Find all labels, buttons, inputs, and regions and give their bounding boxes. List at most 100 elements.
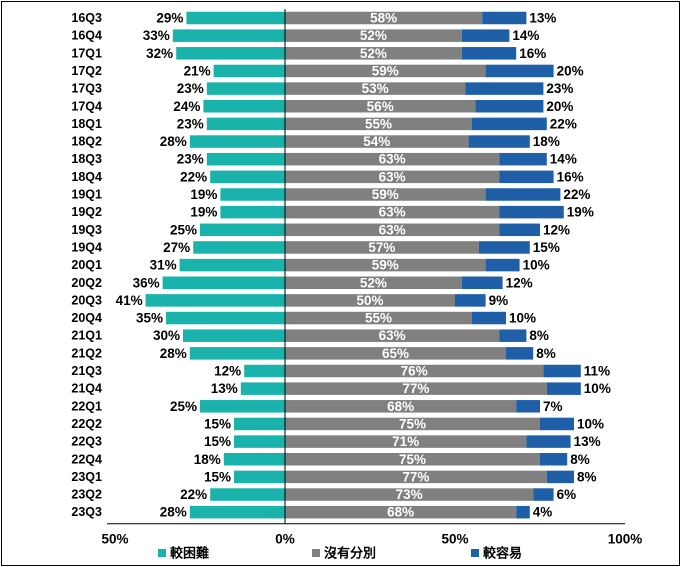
bar-no-difference [285, 82, 466, 95]
legend-swatch [312, 549, 320, 557]
data-label-no-difference: 75% [399, 452, 426, 467]
bar-easier [455, 294, 486, 307]
category-label: 18Q1 [71, 117, 102, 131]
bar-no-difference [285, 470, 547, 484]
bar-harder [206, 82, 285, 95]
bar-harder [210, 170, 285, 184]
bar-easier [465, 82, 544, 95]
category-label: 19Q4 [71, 240, 102, 254]
bar-easier [499, 223, 540, 237]
data-label-no-difference: 68% [387, 399, 414, 414]
data-label-harder: 19% [190, 205, 217, 220]
bar-no-difference [285, 258, 486, 272]
category-label: 20Q3 [71, 293, 102, 307]
data-label-harder: 28% [160, 346, 187, 361]
category-label: 22Q1 [71, 399, 102, 413]
data-label-harder: 28% [160, 134, 187, 149]
category-label: 22Q4 [71, 452, 102, 466]
bar-harder [240, 382, 285, 395]
bar-easier [546, 382, 581, 395]
category-label: 20Q4 [71, 311, 102, 325]
data-label-easier: 6% [557, 487, 577, 502]
data-label-no-difference: 71% [392, 434, 419, 449]
data-label-harder: 35% [136, 311, 163, 326]
data-label-harder: 15% [204, 469, 231, 484]
data-label-harder: 23% [177, 152, 204, 167]
x-tick-label: 50% [101, 532, 128, 547]
data-label-harder: 25% [170, 222, 197, 237]
category-label: 17Q3 [71, 82, 102, 96]
bar-harder [189, 135, 285, 148]
data-label-no-difference: 55% [365, 116, 392, 131]
category-label: 21Q1 [71, 329, 102, 343]
data-label-easier: 10% [523, 258, 550, 273]
x-tick-label: 100% [608, 532, 643, 547]
bar-no-difference [285, 188, 486, 201]
category-label: 18Q3 [71, 152, 102, 166]
bar-no-difference [285, 329, 500, 342]
category-label: 23Q2 [71, 488, 102, 502]
bar-harder [189, 347, 285, 360]
data-label-no-difference: 55% [365, 311, 392, 326]
category-label: 20Q1 [71, 258, 102, 272]
bar-no-difference [285, 417, 540, 431]
bar-easier [468, 135, 530, 148]
data-label-easier: 13% [574, 434, 601, 449]
data-label-harder: 29% [156, 11, 183, 26]
data-label-easier: 14% [512, 28, 539, 43]
bar-easier [485, 64, 554, 78]
data-label-easier: 12% [506, 275, 533, 290]
data-label-easier: 10% [584, 381, 611, 396]
bar-no-difference [285, 276, 462, 289]
bar-no-difference [285, 382, 547, 395]
bar-no-difference [285, 170, 500, 184]
data-label-no-difference: 75% [399, 416, 426, 431]
data-label-easier: 19% [567, 205, 594, 220]
category-label: 21Q2 [71, 346, 102, 360]
category-label: 21Q3 [71, 364, 102, 378]
data-label-no-difference: 59% [372, 63, 399, 78]
bar-harder [223, 453, 285, 466]
data-label-easier: 20% [546, 99, 573, 114]
category-label: 20Q2 [71, 276, 102, 290]
data-label-no-difference: 63% [379, 152, 406, 167]
data-label-easier: 8% [529, 328, 549, 343]
data-label-no-difference: 52% [360, 275, 387, 290]
data-label-easier: 18% [533, 134, 560, 149]
category-label: 19Q2 [71, 205, 102, 219]
bar-harder [244, 364, 285, 378]
data-label-easier: 10% [509, 311, 536, 326]
legend-label: 沒有分別 [324, 546, 376, 561]
category-label: 18Q2 [71, 135, 102, 149]
bar-harder [206, 117, 285, 131]
category-label: 22Q2 [71, 417, 102, 431]
category-label: 19Q1 [71, 188, 102, 202]
data-label-no-difference: 57% [368, 240, 395, 255]
category-label: 22Q3 [71, 435, 102, 449]
bar-easier [499, 329, 527, 342]
bar-no-difference [285, 400, 517, 413]
data-label-no-difference: 56% [367, 99, 394, 114]
data-label-no-difference: 68% [387, 505, 414, 520]
category-label: 16Q3 [71, 11, 102, 25]
bar-no-difference [285, 241, 479, 254]
data-label-easier: 16% [519, 46, 546, 61]
bar-no-difference [285, 29, 462, 42]
bar-easier [543, 364, 581, 378]
data-label-harder: 12% [214, 364, 241, 379]
data-label-harder: 36% [133, 275, 160, 290]
category-label: 23Q1 [71, 470, 102, 484]
bar-easier [478, 241, 530, 254]
data-label-no-difference: 76% [401, 364, 428, 379]
data-label-no-difference: 50% [356, 293, 383, 308]
data-label-easier: 4% [533, 505, 553, 520]
data-label-easier: 23% [546, 81, 573, 96]
bar-no-difference [285, 152, 500, 166]
bar-no-difference [285, 488, 534, 501]
bar-harder [200, 223, 285, 237]
bar-harder [183, 329, 285, 342]
legend-label: 較困難 [170, 546, 209, 561]
data-label-harder: 30% [153, 328, 180, 343]
bar-harder [189, 505, 285, 519]
data-label-no-difference: 63% [379, 222, 406, 237]
